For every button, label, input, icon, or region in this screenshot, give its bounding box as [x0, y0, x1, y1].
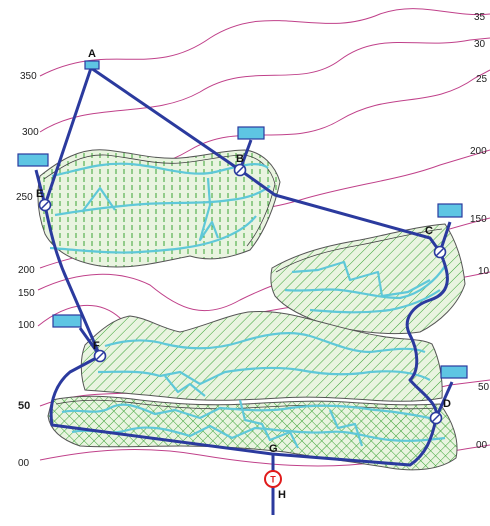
pipe-tank-D — [434, 381, 454, 419]
contour-label-right-25: 25 — [476, 74, 488, 85]
contour-label-right-200: 200 — [470, 146, 487, 157]
contour-label-right-50: 50 — [478, 382, 490, 393]
contour-label-50: 50 — [18, 400, 30, 412]
valve-E — [38, 198, 52, 212]
stream-right-1 — [284, 265, 446, 300]
tanks — [17, 60, 468, 379]
tank-B — [237, 126, 265, 140]
tank-E — [17, 153, 49, 167]
contour-300 — [39, 37, 490, 133]
tank-C — [437, 203, 463, 218]
stream-mid-1 — [104, 332, 426, 354]
valve-C — [433, 245, 447, 259]
valve-F — [93, 349, 107, 363]
valve-D — [429, 411, 443, 425]
node-labels: A B C D E F G H — [36, 48, 451, 501]
stream-right-3 — [309, 289, 441, 314]
contour-label-right-00: 00 — [476, 440, 488, 451]
node-label-D: D — [443, 398, 451, 410]
stream-right-2 — [291, 260, 431, 298]
field-upper-left-border — [43, 154, 276, 247]
fields — [37, 149, 466, 471]
node-label-G: G — [269, 443, 278, 455]
contour-label-250: 250 — [16, 192, 33, 203]
stream-mid-2 — [97, 366, 431, 386]
stream-upper-2 — [54, 185, 271, 217]
contour-label-right-30: 30 — [474, 39, 486, 50]
field-bottom — [47, 395, 458, 471]
stream-bottom-2 — [71, 424, 446, 442]
pump-G: T — [264, 470, 282, 488]
field-large-middle — [80, 311, 443, 402]
contour-label-300: 300 — [22, 127, 39, 138]
tank-D — [440, 365, 468, 379]
tank-A — [84, 60, 100, 70]
pump-symbol: T — [270, 475, 276, 485]
contour-label-100: 100 — [18, 320, 35, 331]
contour-label-right-150: 150 — [470, 214, 487, 225]
field-upper-left — [37, 149, 281, 268]
valves — [38, 163, 447, 425]
contour-label-150: 150 — [18, 288, 35, 299]
node-label-H: H — [278, 489, 286, 501]
tank-F — [52, 314, 82, 328]
stream-bottom-1 — [61, 403, 441, 422]
field-right-middle-border — [275, 228, 443, 273]
contour-labels: 350 300 250 200 150 100 50 00 35 30 25 2… — [16, 12, 490, 469]
stream-upper-branch-2 — [198, 177, 220, 242]
contour-label-right-35: 35 — [474, 12, 486, 23]
stream-upper-3 — [49, 215, 257, 254]
contour-label-200: 200 — [18, 265, 35, 276]
valve-B — [233, 163, 247, 177]
contour-label-350: 350 — [20, 71, 37, 82]
stream-mid-3 — [164, 375, 206, 397]
node-label-E: E — [36, 188, 43, 200]
main-pipe-loop — [43, 66, 449, 467]
node-label-A: A — [88, 48, 96, 60]
node-label-F: F — [93, 340, 100, 352]
contour-350 — [39, 8, 490, 77]
field-bottom-border — [55, 399, 437, 410]
contour-label-00: 00 — [18, 458, 30, 469]
stream-bottom-3 — [238, 399, 299, 449]
stream-bottom-4 — [328, 409, 364, 447]
stream-upper-branch — [81, 186, 116, 213]
node-label-B: B — [236, 153, 244, 165]
node-label-C: C — [425, 225, 433, 237]
contour-label-right-10: 10 — [478, 266, 490, 277]
